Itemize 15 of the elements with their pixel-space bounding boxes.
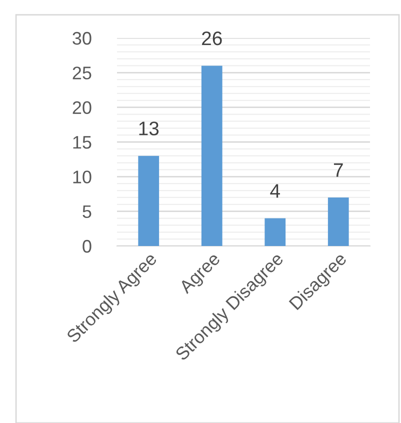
bar (138, 156, 160, 246)
data-label: 4 (270, 184, 280, 198)
y-tick-label: 25 (72, 66, 92, 80)
y-tick-label: 5 (82, 205, 92, 218)
bar (201, 66, 222, 246)
y-tick-label: 20 (72, 101, 92, 114)
data-label: 13 (139, 122, 159, 136)
bar (264, 218, 286, 246)
y-tick-label: 30 (72, 32, 92, 45)
data-label: 7 (334, 163, 343, 177)
y-tick-label: 10 (73, 170, 92, 184)
y-tick-label: 0 (82, 240, 92, 253)
data-label: 26 (202, 31, 222, 46)
y-tick-label: 15 (73, 136, 92, 149)
bar (328, 197, 349, 246)
